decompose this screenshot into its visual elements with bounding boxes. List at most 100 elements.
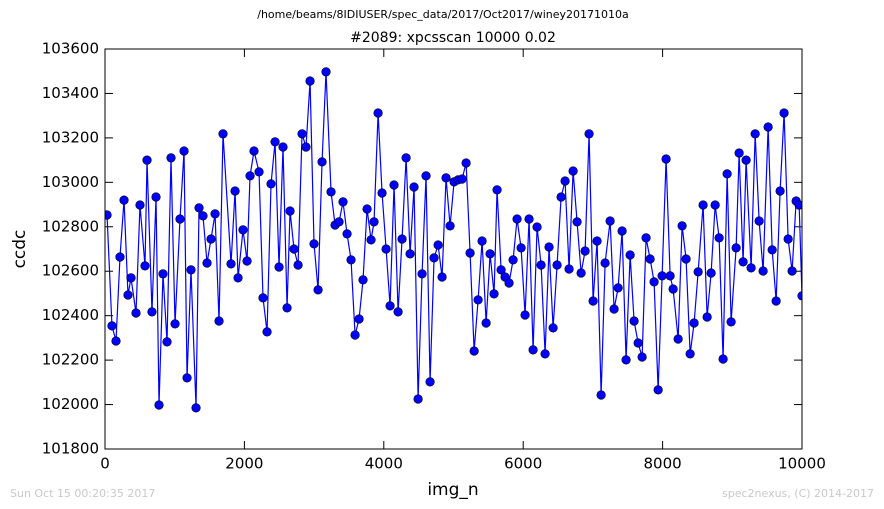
data-point — [289, 244, 299, 254]
data-point — [409, 182, 419, 192]
y-tick-label: 102400 — [42, 306, 99, 324]
data-point — [746, 263, 756, 273]
data-point — [131, 308, 141, 318]
data-point — [625, 250, 635, 260]
chart-subtitle: #2089: xpcsscan 10000 0.02 — [350, 30, 556, 46]
data-point — [162, 337, 172, 347]
data-point — [249, 146, 259, 156]
data-point — [317, 157, 327, 167]
data-point — [706, 268, 716, 278]
data-point — [175, 214, 185, 224]
data-point — [366, 235, 376, 245]
data-point — [544, 242, 554, 252]
data-point — [350, 330, 360, 340]
data-point — [282, 303, 292, 313]
data-point — [572, 217, 582, 227]
data-point — [734, 148, 744, 158]
data-point — [413, 394, 423, 404]
data-point — [362, 204, 372, 214]
data-point — [516, 243, 526, 253]
y-tick-label: 102600 — [42, 262, 99, 280]
data-point — [665, 271, 675, 281]
data-point — [536, 260, 546, 270]
data-point — [600, 258, 610, 268]
data-point — [673, 334, 683, 344]
data-point — [693, 267, 703, 277]
data-point — [123, 290, 133, 300]
data-point — [126, 273, 136, 283]
data-point — [445, 221, 455, 231]
data-point — [218, 129, 228, 139]
y-tick-label: 102800 — [42, 217, 99, 235]
data-point — [194, 203, 204, 213]
data-point — [532, 222, 542, 232]
data-point — [230, 186, 240, 196]
data-point — [238, 225, 248, 235]
data-point — [334, 217, 344, 227]
y-tick-label: 103200 — [42, 128, 99, 146]
data-point — [657, 271, 667, 281]
data-point — [369, 217, 379, 227]
data-point — [397, 234, 407, 244]
data-point — [242, 256, 252, 266]
data-point — [504, 278, 514, 288]
data-point — [548, 323, 558, 333]
data-point — [111, 336, 121, 346]
data-point — [417, 269, 427, 279]
data-point — [309, 239, 319, 249]
data-point — [421, 171, 431, 181]
data-point — [429, 253, 439, 263]
data-point — [285, 206, 295, 216]
data-point — [621, 355, 631, 365]
data-point — [147, 307, 157, 317]
x-tick-label: 0 — [100, 455, 110, 473]
data-point — [617, 226, 627, 236]
data-point — [556, 192, 566, 202]
data-point — [210, 209, 220, 219]
data-point — [245, 171, 255, 181]
data-point — [262, 327, 272, 337]
data-point — [677, 221, 687, 231]
data-point — [758, 266, 768, 276]
data-point — [338, 197, 348, 207]
data-point — [179, 146, 189, 156]
data-point — [681, 254, 691, 264]
x-tick-label: 4000 — [365, 455, 403, 473]
footer-date: Sun Oct 15 00:20:35 2017 — [10, 487, 155, 500]
data-point — [580, 246, 590, 256]
data-point — [293, 260, 303, 270]
data-point — [206, 234, 216, 244]
data-point — [718, 354, 728, 364]
data-point — [465, 248, 475, 258]
x-axis-label: img_n — [427, 480, 478, 500]
data-point — [685, 349, 695, 359]
data-point — [342, 229, 352, 239]
data-point — [633, 338, 643, 348]
data-point — [441, 173, 451, 183]
y-tick-label: 102000 — [42, 395, 99, 413]
data-point — [596, 390, 606, 400]
data-point — [797, 291, 802, 301]
data-point — [186, 265, 196, 275]
data-point — [783, 234, 793, 244]
x-tick-label: 6000 — [504, 455, 542, 473]
x-tick-label: 10000 — [778, 455, 826, 473]
data-point — [661, 154, 671, 164]
data-point — [198, 211, 208, 221]
data-point — [492, 185, 502, 195]
data-point — [605, 216, 615, 226]
data-point — [377, 188, 387, 198]
y-tick-label: 102200 — [42, 351, 99, 369]
data-point — [305, 76, 315, 86]
data-point — [373, 108, 383, 118]
data-point — [520, 310, 530, 320]
data-point — [358, 275, 368, 285]
data-point — [154, 400, 164, 410]
data-point — [637, 352, 647, 362]
x-tick-label: 2000 — [225, 455, 263, 473]
data-point — [775, 186, 785, 196]
data-point — [731, 243, 741, 253]
data-point — [346, 255, 356, 265]
data-point — [389, 180, 399, 190]
